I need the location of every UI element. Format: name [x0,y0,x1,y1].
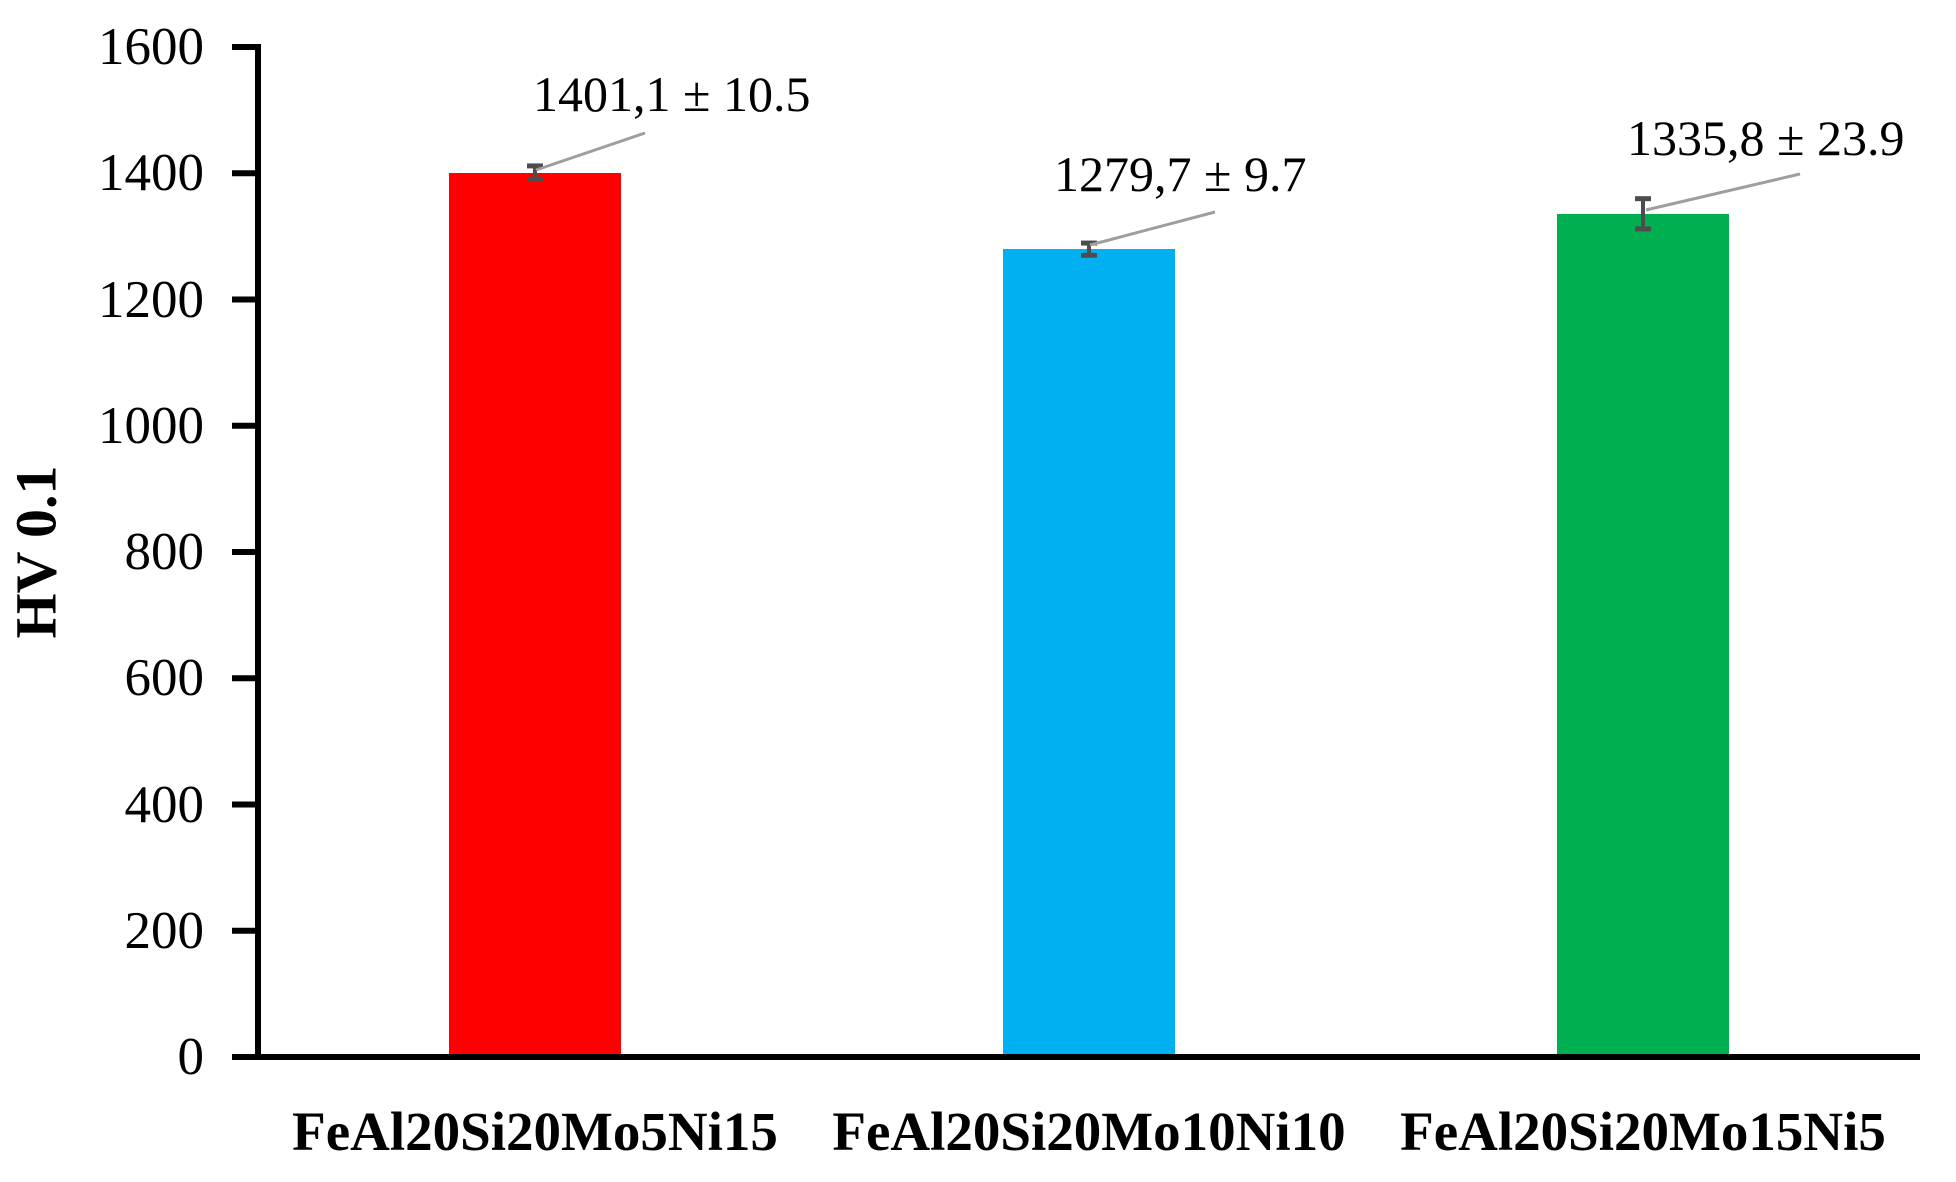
y-tick-label-0: 0 [177,1028,205,1086]
y-axis-title: HV 0.1 [3,465,69,639]
y-tick-label-600: 600 [124,649,205,708]
value-annotation-FeAl20Si20Mo15Ni5: 1335,8 ± 23.9 [1627,110,1905,166]
x-category-label-FeAl20Si20Mo15Ni5: FeAl20Si20Mo15Ni5 [1400,1101,1886,1162]
y-tick-label-800: 800 [124,523,205,581]
bar-FeAl20Si20Mo5Ni15 [449,172,621,1054]
value-annotation-FeAl20Si20Mo5Ni15: 1401,1 ± 10.5 [533,66,811,122]
x-category-label-FeAl20Si20Mo10Ni10: FeAl20Si20Mo10Ni10 [832,1101,1346,1162]
annotation-leader-line [1645,172,1801,212]
value-annotation-FeAl20Si20Mo10Ni10: 1279,7 ± 9.7 [1054,146,1307,202]
annotation-leader-line [535,131,646,172]
x-category-label-FeAl20Si20Mo5Ni15: FeAl20Si20Mo5Ni15 [292,1101,778,1162]
y-tick-label-1400: 1400 [98,144,204,203]
bar-FeAl20Si20Mo15Ni5 [1557,213,1729,1054]
y-tick-label-1200: 1200 [98,270,204,329]
y-tick-label-1600: 1600 [98,18,204,76]
bar-FeAl20Si20Mo10Ni10 [1003,249,1175,1054]
y-tick-label-400: 400 [124,775,205,834]
y-tick-label-200: 200 [124,901,205,960]
y-tick-label-1000: 1000 [98,396,204,455]
annotation-leader-line [1089,210,1216,247]
